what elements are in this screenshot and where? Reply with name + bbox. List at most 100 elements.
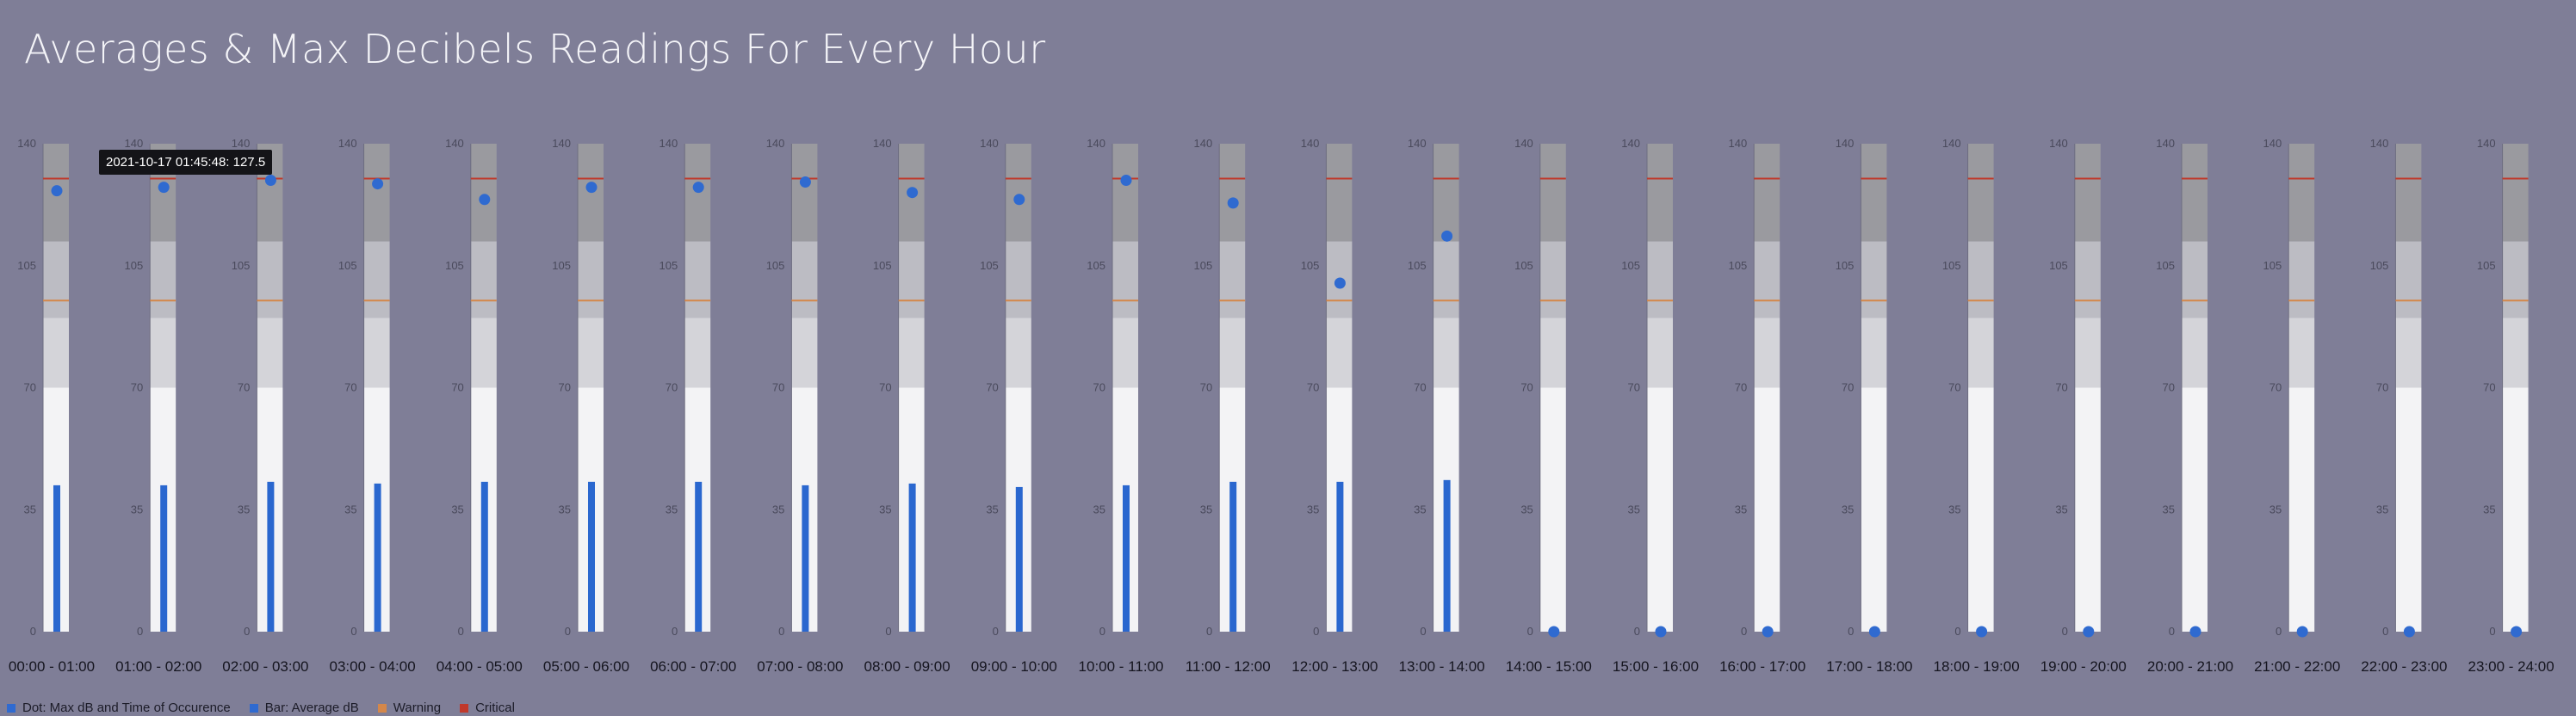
x-category-label: 18:00 - 19:00 — [1933, 658, 2019, 675]
y-tick-label: 105 — [2477, 259, 2496, 272]
y-tick-label: 70 — [986, 381, 998, 394]
band-1 — [2502, 318, 2529, 388]
y-tick-label: 105 — [17, 259, 36, 272]
legend-swatch-max — [7, 703, 15, 713]
y-tick-label: 35 — [772, 503, 784, 515]
x-category-label: 23:00 - 24:00 — [2468, 658, 2554, 675]
y-tick-label: 0 — [1848, 625, 1854, 638]
y-tick-label: 105 — [1087, 259, 1105, 272]
y-tick-label: 70 — [2269, 381, 2282, 394]
band-2 — [1861, 241, 1887, 318]
x-category-label: 03:00 - 04:00 — [329, 658, 415, 675]
legend-item-max-dot[interactable]: Dot: Max dB and Time of Occurence — [7, 701, 231, 715]
average-bar — [1123, 485, 1130, 632]
x-category-label: 15:00 - 16:00 — [1613, 658, 1699, 675]
band-3 — [470, 144, 497, 242]
max-dot — [2296, 626, 2308, 638]
average-bar — [1229, 481, 1237, 632]
x-category-label: 02:00 - 03:00 — [222, 658, 308, 675]
max-dot — [1762, 626, 1774, 638]
y-tick-label: 140 — [2370, 137, 2389, 150]
y-tick-label: 70 — [451, 381, 463, 394]
y-tick-label: 35 — [1842, 503, 1854, 515]
y-tick-label: 35 — [24, 503, 36, 515]
band-2 — [150, 241, 176, 318]
band-2 — [1433, 241, 1459, 318]
y-tick-label: 0 — [2169, 625, 2175, 638]
band-1 — [1005, 318, 1031, 388]
y-tick-label: 140 — [1301, 137, 1320, 150]
y-tick-label: 35 — [986, 503, 998, 515]
y-tick-label: 140 — [2477, 137, 2496, 150]
max-dot — [907, 187, 919, 199]
x-category-label: 20:00 - 21:00 — [2147, 658, 2233, 675]
x-category-label: 05:00 - 06:00 — [543, 658, 629, 675]
tooltip: 2021-10-17 01:45:48: 127.5 — [99, 150, 273, 175]
x-category-label: 09:00 - 10:00 — [971, 658, 1057, 675]
average-bar — [588, 481, 595, 632]
y-tick-label: 0 — [1741, 625, 1747, 638]
legend-swatch-warning — [377, 703, 387, 713]
y-tick-label: 0 — [30, 625, 36, 638]
x-category-label: 04:00 - 05:00 — [437, 658, 523, 675]
x-category-label: 00:00 - 01:00 — [9, 658, 95, 675]
band-0 — [1647, 387, 1673, 632]
y-tick-label: 0 — [1527, 625, 1533, 638]
y-tick-label: 140 — [1728, 137, 1747, 150]
average-bar — [160, 485, 168, 632]
y-tick-label: 35 — [666, 503, 678, 515]
y-tick-label: 105 — [873, 259, 892, 272]
band-1 — [1754, 318, 1780, 388]
y-tick-label: 35 — [1948, 503, 1960, 515]
band-1 — [2074, 318, 2101, 388]
y-tick-label: 105 — [1193, 259, 1212, 272]
band-3 — [1005, 144, 1031, 242]
legend-label-max: Dot: Max dB and Time of Occurence — [22, 701, 231, 715]
y-tick-label: 0 — [672, 625, 678, 638]
legend-item-average-bar[interactable]: Bar: Average dB — [249, 701, 359, 715]
y-tick-label: 140 — [2263, 137, 2282, 150]
x-category-label: 08:00 - 09:00 — [864, 658, 950, 675]
y-tick-label: 140 — [1942, 137, 1961, 150]
y-tick-label: 70 — [1414, 381, 1426, 394]
y-tick-label: 140 — [659, 137, 678, 150]
max-dot — [2189, 626, 2201, 638]
x-category-label: 14:00 - 15:00 — [1506, 658, 1592, 675]
y-tick-label: 105 — [659, 259, 678, 272]
y-tick-label: 105 — [1408, 259, 1427, 272]
y-tick-label: 70 — [24, 381, 36, 394]
max-dot — [479, 194, 491, 206]
legend-label-warning: Warning — [393, 701, 442, 715]
band-1 — [363, 318, 390, 388]
band-1 — [2182, 318, 2208, 388]
max-dot — [1013, 194, 1025, 206]
band-2 — [1647, 241, 1673, 318]
band-3 — [363, 144, 390, 242]
y-tick-label: 105 — [2049, 259, 2068, 272]
band-1 — [470, 318, 497, 388]
band-3 — [2395, 144, 2422, 242]
max-dot — [1976, 626, 1988, 638]
max-dot — [1227, 197, 1239, 209]
legend-item-warning[interactable]: Warning — [377, 701, 442, 715]
legend-item-critical[interactable]: Critical — [460, 701, 515, 715]
x-category-label: 22:00 - 23:00 — [2361, 658, 2447, 675]
y-tick-label: 0 — [458, 625, 464, 638]
max-dot — [1868, 626, 1880, 638]
band-3 — [791, 144, 818, 242]
y-tick-label: 0 — [2062, 625, 2068, 638]
band-1 — [1967, 318, 1994, 388]
max-dot — [692, 182, 704, 194]
max-dot — [158, 182, 170, 194]
band-2 — [1219, 241, 1246, 318]
y-tick-label: 35 — [1628, 503, 1640, 515]
max-dot — [585, 182, 598, 194]
x-category-label: 01:00 - 02:00 — [115, 658, 201, 675]
y-tick-label: 0 — [244, 625, 250, 638]
y-tick-label: 35 — [1520, 503, 1533, 515]
band-3 — [2074, 144, 2101, 242]
band-0 — [1861, 387, 1887, 632]
band-3 — [2182, 144, 2208, 242]
y-tick-label: 140 — [17, 137, 36, 150]
